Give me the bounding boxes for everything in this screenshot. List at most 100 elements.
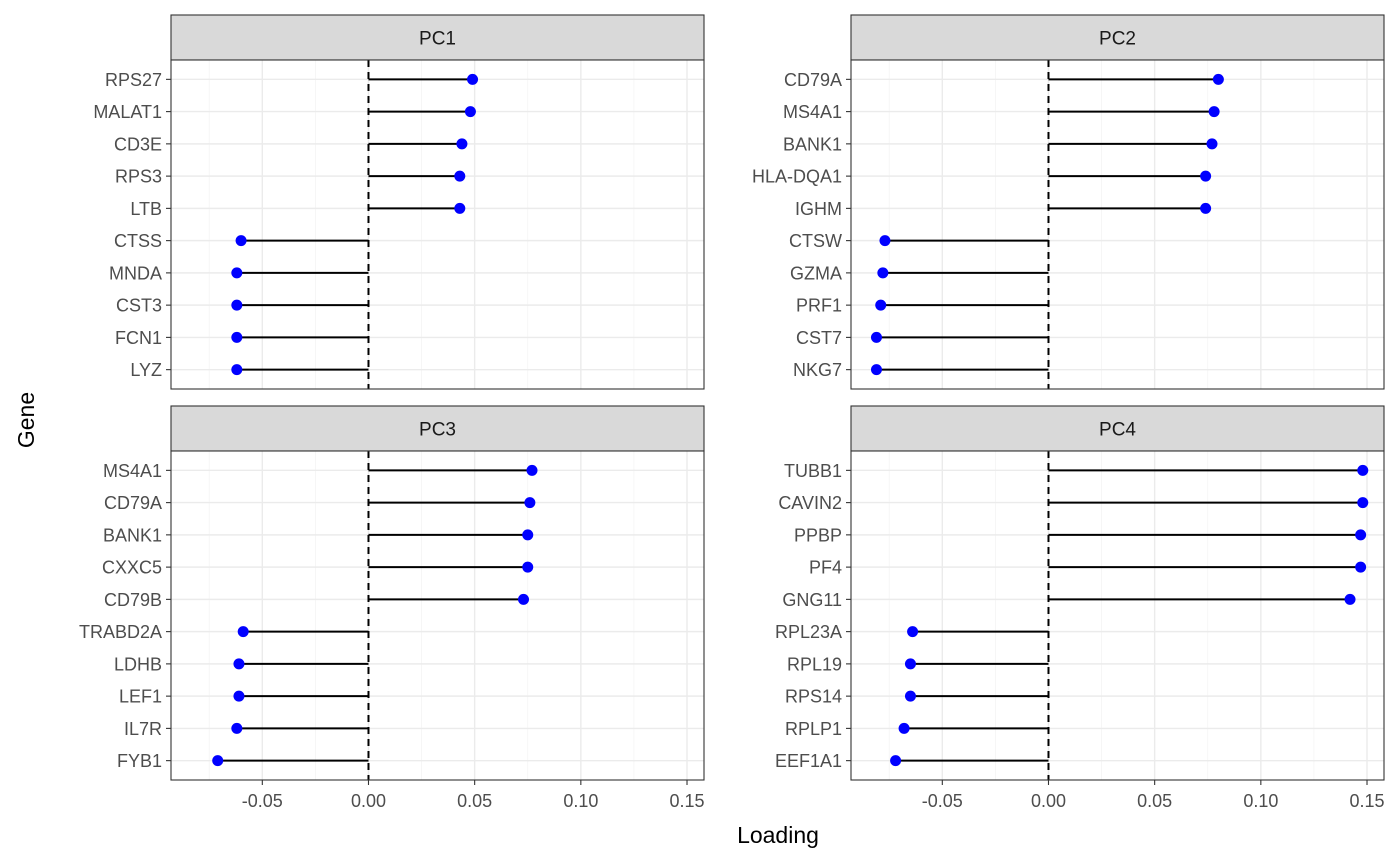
lollipop-point xyxy=(231,331,243,343)
x-tick-label: 0.15 xyxy=(669,791,704,811)
facet-panel-pc4: PC4 TUBB1 CAVIN2 PPBP PF4 GNG11 RPL23A RPL19 RPS… xyxy=(775,405,1385,781)
y-tick-label-gene: LTB xyxy=(130,199,162,219)
y-tick-label-gene: PRF1 xyxy=(796,296,842,316)
x-tick-label: 0.10 xyxy=(563,791,598,811)
y-tick-label-gene: IGHM xyxy=(795,199,842,219)
facet-panel-pc3: PC3 MS4A1 CD79A BANK1 CXXC5 CD79B TRABD2A LDHB L… xyxy=(79,405,705,781)
panel-background xyxy=(171,451,704,780)
y-tick-label-gene: TRABD2A xyxy=(79,622,162,642)
y-tick-label-gene: LYZ xyxy=(130,360,162,380)
facet-strip-label: PC2 xyxy=(1099,29,1136,50)
facet-strip-label: PC4 xyxy=(1099,420,1136,441)
y-tick-label-gene: CD79A xyxy=(784,70,842,90)
lollipop-point xyxy=(524,497,536,509)
lollipop-point xyxy=(870,331,882,343)
lollipop-point xyxy=(1208,106,1220,118)
panel-border xyxy=(850,59,1385,390)
y-tick-label-gene: PPBP xyxy=(794,525,842,545)
y-tick-label-gene: RPS14 xyxy=(785,687,842,707)
y-tick-label-gene: FCN1 xyxy=(115,328,162,348)
lollipop-point xyxy=(233,658,245,670)
lollipop-point xyxy=(870,364,882,376)
lollipop-point xyxy=(212,755,224,767)
y-tick-label-gene: CAVIN2 xyxy=(778,493,842,513)
lollipop-point xyxy=(875,299,887,311)
y-tick-label-gene: LEF1 xyxy=(119,687,162,707)
y-tick-label-gene: NKG7 xyxy=(793,360,842,380)
lollipop-point xyxy=(522,529,534,541)
lollipop-point xyxy=(526,464,538,476)
panel-background xyxy=(851,60,1384,389)
panel-border xyxy=(850,450,1385,781)
y-tick-label-gene: MS4A1 xyxy=(103,461,162,481)
x-tick-label: 0.00 xyxy=(351,791,386,811)
y-tick-label-gene: EEF1A1 xyxy=(775,751,842,771)
y-tick-label-gene: CST7 xyxy=(796,328,842,348)
panel-background xyxy=(171,60,704,389)
y-tick-label-gene: CST3 xyxy=(116,296,162,316)
panel-background xyxy=(851,451,1384,780)
y-tick-label-gene: HLA-DQA1 xyxy=(752,167,842,187)
lollipop-point xyxy=(1344,593,1356,605)
x-tick-label: 0.00 xyxy=(1031,791,1066,811)
lollipop-point xyxy=(237,626,249,638)
lollipop-point xyxy=(456,138,468,150)
lollipop-point xyxy=(231,722,243,734)
lollipop-point xyxy=(898,722,910,734)
lollipop-point xyxy=(904,658,916,670)
lollipop-point xyxy=(464,106,476,118)
lollipop-point xyxy=(890,755,902,767)
lollipop-point xyxy=(231,267,243,279)
x-tick-label: 0.15 xyxy=(1349,791,1384,811)
lollipop-point xyxy=(1355,529,1367,541)
lollipop-point xyxy=(233,690,245,702)
x-axis-title: Loading xyxy=(737,822,819,848)
y-tick-label-gene: LDHB xyxy=(114,654,162,674)
y-tick-label-gene: MNDA xyxy=(109,263,162,283)
lollipop-point xyxy=(877,267,889,279)
y-tick-label-gene: GZMA xyxy=(790,263,842,283)
lollipop-point xyxy=(454,170,466,182)
y-tick-label-gene: PF4 xyxy=(809,558,842,578)
x-tick-label: 0.05 xyxy=(457,791,492,811)
y-tick-label-gene: RPL19 xyxy=(787,654,842,674)
y-tick-label-gene: CD79B xyxy=(104,590,162,610)
lollipop-point xyxy=(522,561,534,573)
y-tick-label-gene: RPLP1 xyxy=(785,719,842,739)
y-tick-label-gene: RPS3 xyxy=(115,167,162,187)
facet-strip xyxy=(170,14,705,61)
lollipop-point xyxy=(231,364,243,376)
lollipop-point xyxy=(1357,464,1369,476)
facet-strip xyxy=(170,405,705,452)
facet-panel-pc2: PC2 CD79A MS4A1 BANK1 HLA-DQA1 IGHM CTSW GZMA PR… xyxy=(752,14,1385,390)
x-tick-label: 0.10 xyxy=(1243,791,1278,811)
lollipop-point xyxy=(454,202,466,214)
y-tick-label-gene: CXXC5 xyxy=(102,558,162,578)
lollipop-point xyxy=(231,299,243,311)
facet-strip-label: PC1 xyxy=(419,29,456,50)
facet-strip-label: PC3 xyxy=(419,420,456,441)
x-tick-label: -0.05 xyxy=(922,791,963,811)
panel-border xyxy=(170,450,705,781)
lollipop-point xyxy=(1206,138,1218,150)
x-tick-label: -0.05 xyxy=(242,791,283,811)
facet-panel-pc1: PC1 RPS27 MALAT1 CD3E RPS3 LTB CTSS MNDA CST3 FCN… xyxy=(93,14,705,390)
lollipop-point xyxy=(1200,170,1212,182)
y-tick-label-gene: BANK1 xyxy=(783,134,842,154)
panels-group: PC1 RPS27 MALAT1 CD3E RPS3 LTB CTSS MNDA CST3 FCN… xyxy=(79,14,1385,781)
panel-border xyxy=(170,59,705,390)
lollipop-point xyxy=(879,235,891,247)
y-tick-label-gene: MALAT1 xyxy=(93,102,162,122)
x-axes-group: -0.05 0.00 0.05 0.10 0.15 -0.05 0.00 0.05 0.10 0.… xyxy=(242,780,1385,811)
x-tick-label: 0.05 xyxy=(1137,791,1172,811)
y-tick-label-gene: FYB1 xyxy=(117,751,162,771)
lollipop-point xyxy=(1355,561,1367,573)
lollipop-point xyxy=(235,235,247,247)
y-tick-label-gene: RPS27 xyxy=(105,70,162,90)
lollipop-point xyxy=(467,73,479,85)
y-axis-title: Gene xyxy=(13,392,39,448)
lollipop-point xyxy=(907,626,919,638)
y-tick-label-gene: CD79A xyxy=(104,493,162,513)
y-tick-label-gene: IL7R xyxy=(124,719,162,739)
